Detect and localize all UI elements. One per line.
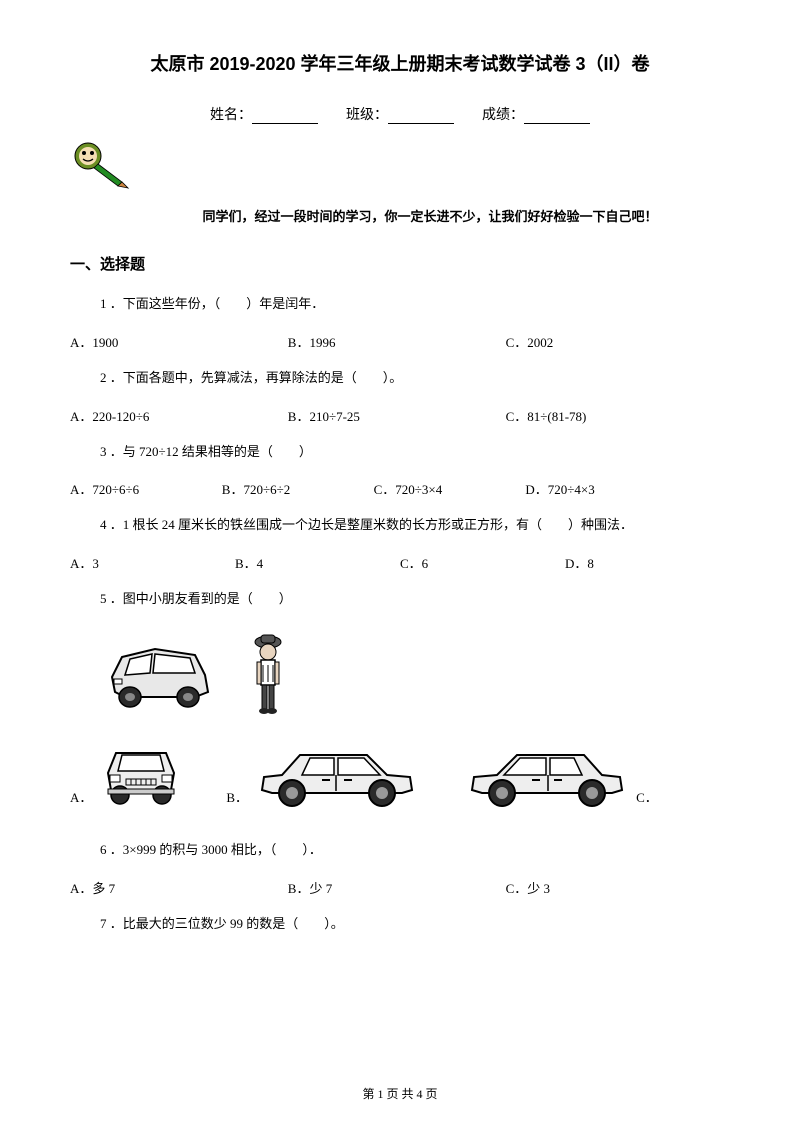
child-icon: [243, 627, 293, 717]
q4-option-b: B．4: [235, 553, 400, 572]
car-front-icon: [96, 735, 186, 810]
q5-option-b-wrap: B．: [226, 735, 422, 810]
q5-option-b: B．: [226, 787, 248, 810]
question-6: 6 ．3×999 的积与 3000 相比，（ ）．: [70, 840, 730, 861]
score-blank[interactable]: [524, 108, 590, 124]
q4-option-c: C．6: [400, 553, 565, 572]
q5-option-c-wrap: C．: [462, 735, 658, 810]
q1-option-a: A．1900: [70, 332, 288, 351]
motto-text: 同学们，经过一段时间的学习，你一定长进不少，让我们好好检验一下自己吧！: [70, 206, 730, 225]
name-blank[interactable]: [252, 108, 318, 124]
question-1-options: A．1900 B．1996 C．2002: [70, 332, 730, 351]
q2-option-c: C．81÷(81-78): [506, 406, 724, 425]
question-4-options: A．3 B．4 C．6 D．8: [70, 553, 730, 572]
q2-option-a: A．220-120÷6: [70, 406, 288, 425]
q5-option-a-wrap: A．: [70, 735, 186, 810]
question-3-options: A．720÷6÷6 B．720÷6÷2 C．720÷3×4 D．720÷4×3: [70, 479, 730, 498]
q5-option-c: C．: [636, 787, 658, 810]
exam-title: 太原市 2019-2020 学年三年级上册期末考试数学试卷 3（II）卷: [70, 50, 730, 76]
name-label: 姓名：: [210, 108, 252, 123]
q1-option-b: B．1996: [288, 332, 506, 351]
page-footer: 第 1 页 共 4 页: [0, 1085, 800, 1102]
q6-option-c: C．少 3: [506, 878, 724, 897]
class-blank[interactable]: [388, 108, 454, 124]
q4-option-d: D．8: [565, 553, 730, 572]
class-label: 班级：: [346, 108, 388, 123]
q4-option-a: A．3: [70, 553, 235, 572]
car-angled-icon: [100, 627, 240, 717]
question-4: 4 ．1 根长 24 厘米长的铁丝围成一个边长是整厘米数的长方形或正方形，有（ …: [70, 515, 730, 536]
q5-option-a: A．: [70, 787, 92, 810]
q6-option-a: A．多 7: [70, 878, 288, 897]
question-2-options: A．220-120÷6 B．210÷7-25 C．81÷(81-78): [70, 406, 730, 425]
question-6-options: A．多 7 B．少 7 C．少 3: [70, 878, 730, 897]
question-3: 3 ．与 720÷12 结果相等的是（ ）: [70, 442, 730, 463]
q3-option-c: C．720÷3×4: [374, 479, 526, 498]
car-side-right-icon: [462, 735, 632, 810]
section-header-1: 一、选择题: [70, 253, 730, 274]
student-info-line: 姓名： 班级： 成绩：: [70, 104, 730, 124]
question-7: 7 ．比最大的三位数少 99 的数是（ ）。: [70, 914, 730, 935]
pencil-icon: [70, 142, 730, 196]
car-side-left-icon: [252, 735, 422, 810]
q2-option-b: B．210÷7-25: [288, 406, 506, 425]
question-5: 5 ．图中小朋友看到的是（ ）: [70, 589, 730, 610]
q3-option-a: A．720÷6÷6: [70, 479, 222, 498]
score-label: 成绩：: [482, 108, 524, 123]
q3-option-d: D．720÷4×3: [525, 479, 677, 498]
q3-option-b: B．720÷6÷2: [222, 479, 374, 498]
q6-option-b: B．少 7: [288, 878, 506, 897]
q1-option-c: C．2002: [506, 332, 724, 351]
question-5-options: A． B．: [70, 735, 730, 810]
question-5-scene: [100, 627, 730, 717]
question-2: 2 ．下面各题中，先算减法，再算除法的是（ ）。: [70, 368, 730, 389]
question-1: 1 ．下面这些年份，（ ）年是闰年．: [70, 294, 730, 315]
